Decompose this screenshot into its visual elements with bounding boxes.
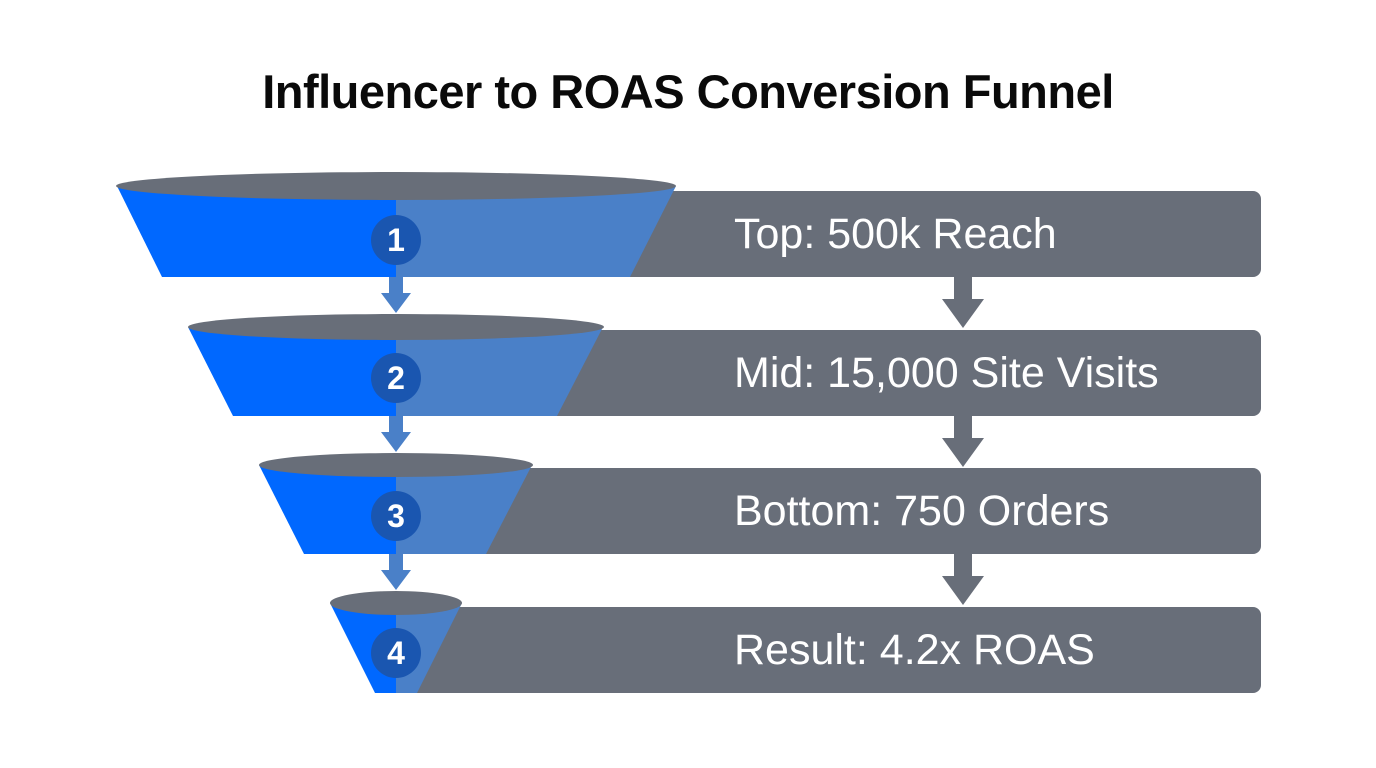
arrow-down-icon xyxy=(942,416,984,467)
arrow-down-icon xyxy=(381,554,411,590)
funnel-segment-2 xyxy=(188,314,604,416)
stage-2-bar xyxy=(500,330,1261,416)
stage-3-bar xyxy=(440,468,1261,554)
stage-3-number-badge: 3 xyxy=(371,491,421,541)
stage-4-label: Result: 4.2x ROAS xyxy=(734,626,1095,674)
funnel-segment-3 xyxy=(259,453,533,554)
arrow-down-icon xyxy=(942,554,984,605)
stage-3-label: Bottom: 750 Orders xyxy=(734,487,1110,535)
arrow-down-icon xyxy=(381,277,411,313)
diagram-title: Influencer to ROAS Conversion Funnel xyxy=(262,65,1114,118)
stage-4-bar xyxy=(390,607,1261,693)
stage-2-label: Mid: 15,000 Site Visits xyxy=(734,349,1159,397)
funnel-segment-1 xyxy=(116,172,676,277)
stage-4-number-badge: 4 xyxy=(371,628,421,678)
stage-1-bar xyxy=(560,191,1261,277)
arrow-down-icon xyxy=(942,277,984,328)
stage-2-number-badge: 2 xyxy=(371,353,421,403)
stage-1-label: Top: 500k Reach xyxy=(734,210,1057,258)
arrow-down-icon xyxy=(381,416,411,452)
stage-1-number-badge: 1 xyxy=(371,215,421,265)
